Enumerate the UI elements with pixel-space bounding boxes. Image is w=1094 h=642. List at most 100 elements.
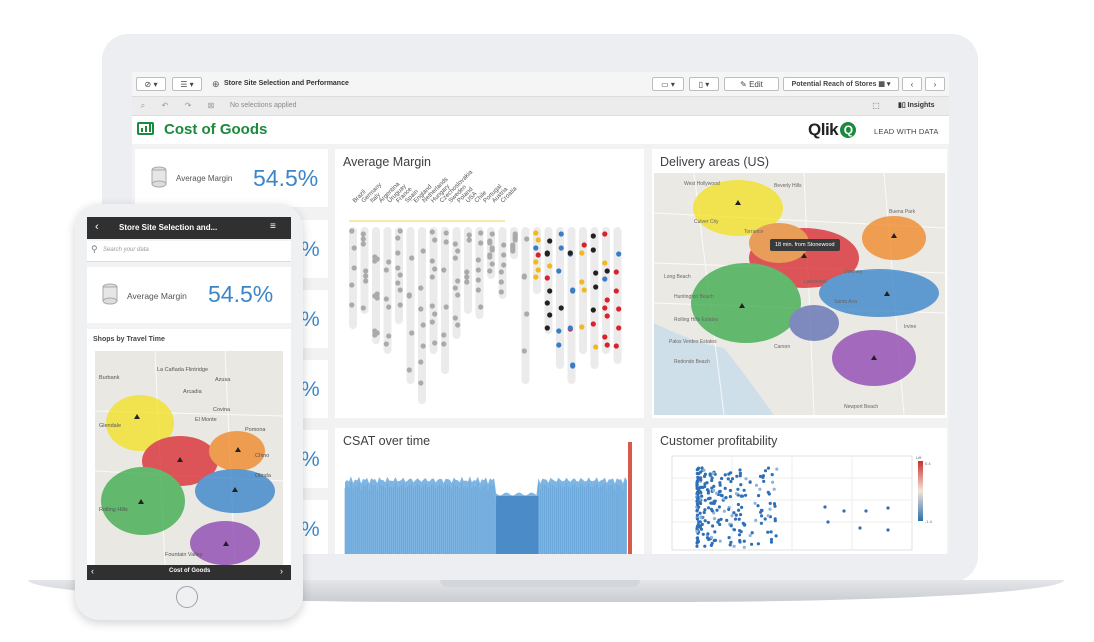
kpi-card[interactable]: Average Margin 54.5% xyxy=(135,149,328,207)
customer-dot xyxy=(739,513,743,517)
customer-dot xyxy=(700,494,704,498)
navigation-button[interactable]: ⊘ ▾ xyxy=(136,77,166,91)
margin-dot xyxy=(489,261,495,267)
customer-dot xyxy=(695,502,699,506)
margin-dot xyxy=(544,250,550,256)
selections-status: No selections applied xyxy=(230,102,297,109)
next-sheet-icon[interactable]: › xyxy=(280,566,283,576)
margin-range-bar xyxy=(441,227,449,374)
chevron-left-icon: ‹ xyxy=(910,80,914,89)
customer-dot xyxy=(695,524,700,529)
present-button[interactable]: ▭ ▾ xyxy=(652,77,684,91)
customer-dot xyxy=(769,530,773,534)
margin-dot xyxy=(432,266,438,272)
delivery-areas-card[interactable]: Delivery areas (US) xyxy=(652,149,947,418)
customer-dot xyxy=(701,485,705,489)
margin-dot xyxy=(441,267,447,273)
margin-dot xyxy=(498,289,504,295)
margin-range-bar xyxy=(613,227,622,364)
phone-map[interactable]: Burbank La Cañada Flintridge Arcadia Azusa G… xyxy=(95,351,283,565)
csat-chart-card[interactable]: CSAT over time xyxy=(335,428,644,554)
margin-dot xyxy=(409,255,415,261)
edit-button[interactable]: ✎ Edit xyxy=(724,77,779,91)
customer-dot xyxy=(710,509,714,513)
customer-dot xyxy=(706,520,710,525)
customer-dot xyxy=(713,530,717,534)
customer-dot xyxy=(697,472,701,476)
previous-sheet-button[interactable]: ‹ xyxy=(902,77,922,91)
customer-dot xyxy=(703,482,707,486)
phone-kpi-card[interactable]: Average Margin 54.5% xyxy=(87,267,291,323)
bookmark-button[interactable]: ▯ ▾ xyxy=(689,77,719,91)
margin-dot xyxy=(452,315,458,321)
margin-dot xyxy=(455,248,461,254)
customer-dot xyxy=(742,523,747,527)
margin-dot xyxy=(604,342,610,348)
next-sheet-button[interactable]: › xyxy=(925,77,945,91)
step-back-icon[interactable]: ↶ xyxy=(161,101,169,110)
selection-icon[interactable]: ⬚ xyxy=(872,101,880,110)
customer-dot xyxy=(826,520,830,524)
customer-dot xyxy=(730,514,734,518)
kpi-value-partial: % xyxy=(301,378,320,401)
prev-sheet-icon[interactable]: ‹ xyxy=(91,566,94,576)
margin-dot xyxy=(383,296,389,302)
customer-dot xyxy=(695,513,699,517)
margin-dot xyxy=(590,247,596,253)
phone-search-bar[interactable]: ⚲ Search your data xyxy=(87,241,291,262)
margin-dot xyxy=(579,324,585,330)
kpi-value-partial: % xyxy=(301,448,320,471)
average-margin-chart[interactable]: Average Margin Brazil Germany Italy Argenti… xyxy=(335,149,644,418)
margin-dot xyxy=(521,348,527,354)
customer-dot xyxy=(766,530,770,534)
customer-dot xyxy=(697,505,701,509)
customer-dot xyxy=(756,542,760,546)
smart-search-icon[interactable]: ⌕ xyxy=(140,101,146,110)
customer-dot xyxy=(762,479,766,483)
margin-dot xyxy=(547,263,553,269)
margin-dot xyxy=(616,306,622,312)
map-place-label: Irvine xyxy=(904,324,916,330)
step-forward-icon[interactable]: ↷ xyxy=(184,101,192,110)
customer-dot xyxy=(772,502,777,506)
back-chevron-icon[interactable]: ‹ xyxy=(95,221,99,233)
margin-dot xyxy=(590,233,596,239)
customer-dot xyxy=(695,536,700,540)
margin-dot xyxy=(535,252,541,258)
margin-dot xyxy=(581,242,587,248)
clear-selections-icon[interactable]: ⊠ xyxy=(207,101,215,110)
customer-dot xyxy=(695,483,699,487)
margin-range-bar xyxy=(349,227,357,329)
insights-button[interactable]: ▮▯ Insights xyxy=(898,100,935,111)
margin-range-bar xyxy=(406,227,415,384)
customer-dot xyxy=(727,536,731,540)
margin-range-bar xyxy=(475,227,484,319)
margin-dot xyxy=(441,332,447,338)
customer-dot xyxy=(722,509,726,513)
customer-dot xyxy=(706,491,710,495)
profitability-chart-card[interactable]: Customer profitability Lift 0.4 -1.4 xyxy=(652,428,947,554)
margin-dot xyxy=(501,242,507,248)
margin-range-bar xyxy=(556,227,564,369)
laptop-notch xyxy=(440,580,640,587)
customer-dot xyxy=(771,480,775,484)
phone-map-card[interactable]: Shops by Travel Time Burbank La Cañada Fl… xyxy=(87,329,291,567)
customer-dot xyxy=(696,475,700,479)
customer-dot xyxy=(886,506,890,510)
customer-dot xyxy=(700,522,704,526)
list-menu-button[interactable]: ☰ ▾ xyxy=(172,77,202,91)
margin-dot xyxy=(464,269,470,275)
menu-icon[interactable]: ≡ xyxy=(270,221,276,232)
margin-dot xyxy=(441,341,447,347)
map-place-label: Rolling Hills Estates xyxy=(674,317,719,323)
margin-range-bar xyxy=(383,227,392,354)
pencil-icon: ✎ xyxy=(740,80,750,89)
margin-dot xyxy=(533,230,539,236)
kpi-value-partial: % xyxy=(301,518,320,541)
margin-dot xyxy=(498,269,504,275)
home-button-icon[interactable] xyxy=(176,586,198,608)
sheet-selector[interactable]: Potential Reach of Stores ▦ ▾ xyxy=(783,77,899,91)
margin-dot xyxy=(547,288,553,294)
delivery-map[interactable]: West Hollywood Beverly Hills Culver City To… xyxy=(654,173,945,415)
phone-app-title: Store Site Selection and... xyxy=(119,223,218,232)
